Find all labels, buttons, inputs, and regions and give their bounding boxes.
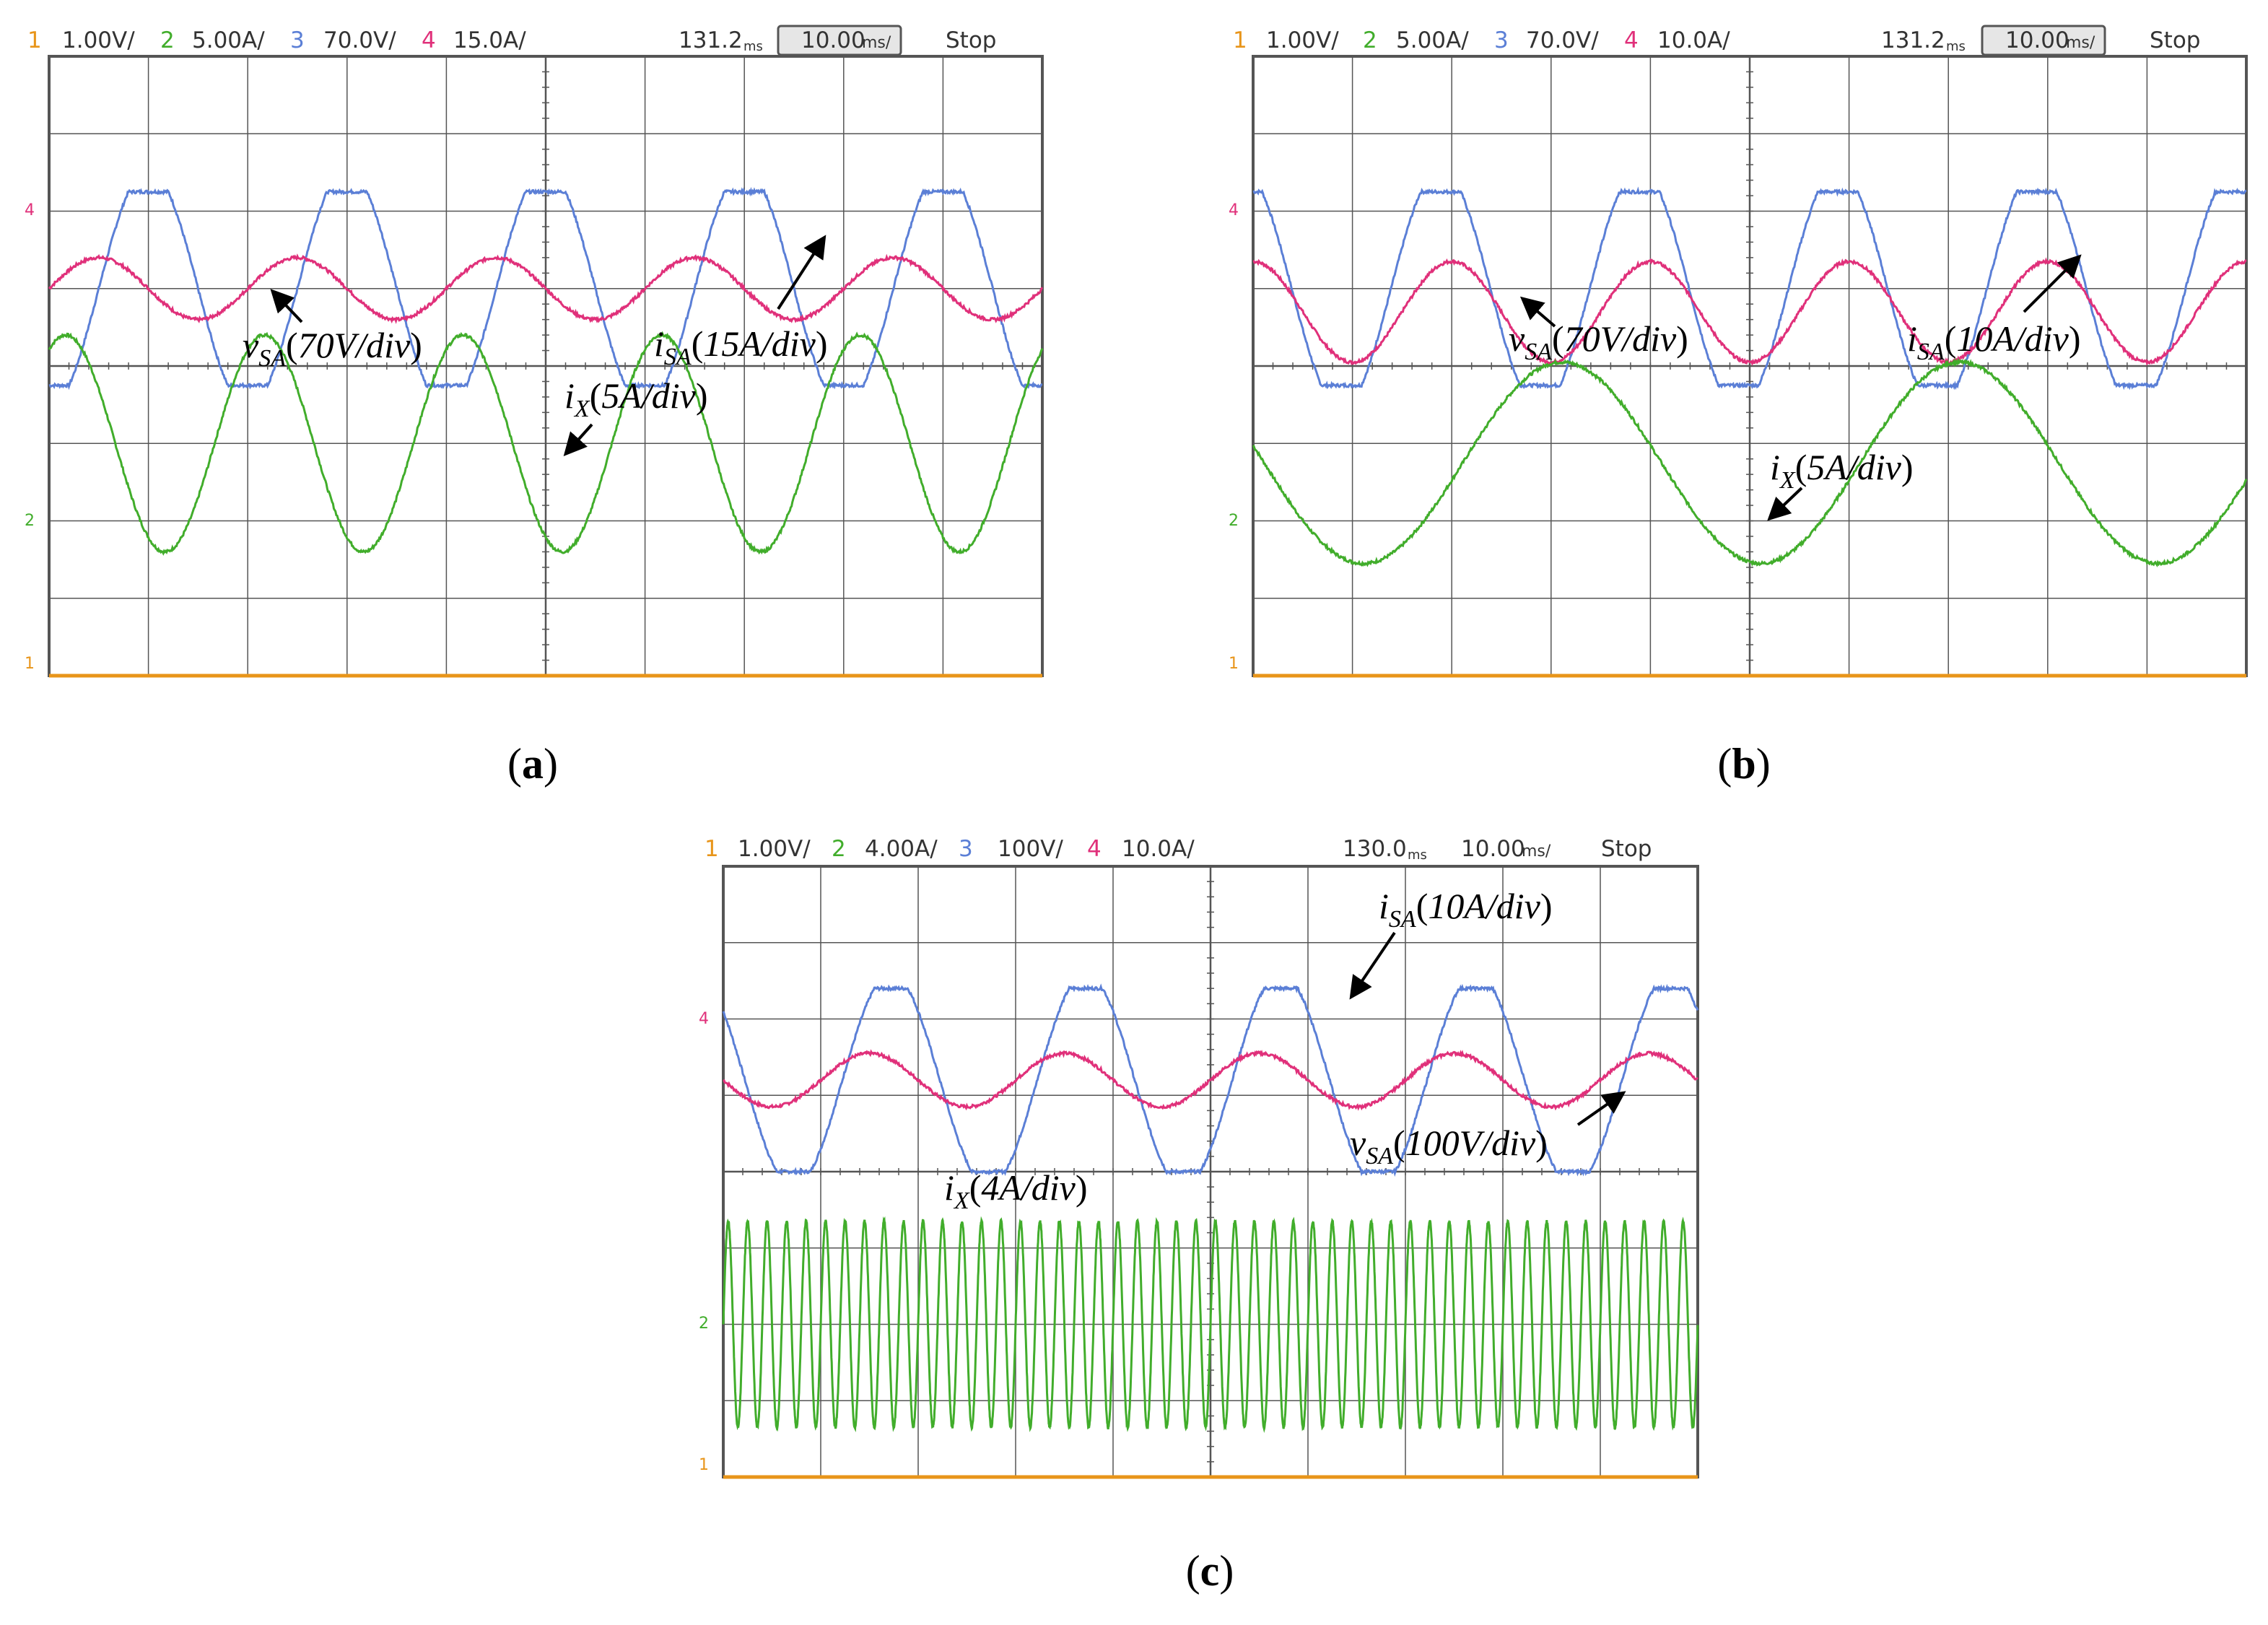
ch1-number: 1 [27, 27, 42, 53]
arrow-ix-a [563, 423, 593, 456]
ch3-scale: 70.0V/ [323, 27, 396, 53]
arrow-vsa-b [1519, 296, 1556, 328]
annotation-isa-c: iSA(10A/div) [1349, 886, 1553, 1000]
trace-isa [1252, 257, 2247, 366]
label-isa-c: iSA(10A/div) [1379, 886, 1553, 933]
annotation-ix-c: iX(4A/div) [944, 1167, 1088, 1214]
arrow-vsa-c [1576, 1091, 1626, 1126]
timebase-unit: ms/ [862, 34, 891, 52]
ch1-scale: 1.00V/ [62, 27, 135, 53]
trace-ix [722, 1216, 1699, 1434]
delay-unit: ms [1946, 39, 1966, 54]
annotation-vsa-c: vSA(100V/div) [1350, 1091, 1626, 1169]
marker-ch4-b: 4 [1229, 201, 1239, 219]
trace-isa [48, 253, 1044, 324]
run-status: Stop [946, 27, 996, 53]
marker-ch2-a: 2 [25, 512, 35, 530]
run-status: Stop [2150, 27, 2200, 53]
panel-b: 1 1.00V/ 2 5.00A/ 3 70.0V/ 4 10.0A/ 131.… [1229, 25, 2248, 788]
arrow-isa-c [1349, 931, 1396, 1000]
ch4-number: 4 [1087, 836, 1102, 862]
annotation-vsa-a: vSA(70V/div) [243, 289, 422, 372]
grid-c [723, 866, 1698, 1478]
annotation-isa-a: iSA(15A/div) [654, 235, 828, 370]
label-ix-a: iX(5A/div) [564, 375, 708, 422]
ch2-number: 2 [832, 836, 846, 862]
label-vsa-c: vSA(100V/div) [1350, 1123, 1548, 1169]
ch3-number: 3 [290, 27, 305, 53]
scope-header-b: 1 1.00V/ 2 5.00A/ 3 70.0V/ 4 10.0A/ 131.… [1233, 25, 2200, 56]
ch4-number: 4 [1624, 27, 1639, 53]
traces-a [48, 187, 1044, 678]
annotation-isa-b: iSA(10A/div) [1907, 254, 2082, 365]
caption-b: (b) [1717, 740, 1770, 788]
timebase-value: 10.00 [801, 27, 865, 53]
caption-c: (c) [1186, 1547, 1234, 1595]
ch3-number: 3 [1494, 27, 1509, 53]
timebase-value: 10.00 [1461, 836, 1525, 862]
marker-ch2-c: 2 [699, 1315, 709, 1333]
ch2-number: 2 [1363, 27, 1377, 53]
ch1-number: 1 [1233, 27, 1247, 53]
marker-ch1-b: 1 [1229, 655, 1239, 673]
label-ix-b: iX(5A/div) [1770, 447, 1914, 494]
ch2-number: 2 [160, 27, 175, 53]
ch2-scale: 5.00A/ [192, 27, 265, 53]
marker-ch1-a: 1 [25, 655, 35, 673]
arrow-isa-b [2023, 254, 2082, 313]
ch1-scale: 1.00V/ [738, 836, 811, 862]
delay-value: 130.0 [1343, 836, 1407, 862]
label-isa-a: iSA(15A/div) [654, 323, 828, 370]
ch1-scale: 1.00V/ [1266, 27, 1339, 53]
grid-a [48, 56, 1043, 676]
delay-unit: ms [1408, 848, 1427, 863]
ch2-scale: 4.00A/ [865, 836, 938, 862]
traces-b [1252, 186, 2248, 678]
scope-header-c: 1 1.00V/ 2 4.00A/ 3 100V/ 4 10.0A/ 130.0… [705, 836, 1652, 863]
annotation-ix-a: iX(5A/div) [563, 375, 708, 456]
marker-ch4-a: 4 [25, 201, 35, 219]
screen-b: 4 2 1 [1229, 55, 2248, 678]
marker-ch1-c: 1 [699, 1456, 709, 1474]
trace-ix [48, 331, 1044, 556]
ch4-number: 4 [422, 27, 436, 53]
screen-c: 4 2 1 [699, 865, 1699, 1479]
delay-value: 131.2 [1881, 27, 1945, 53]
screen-a: 4 2 1 [25, 55, 1044, 678]
ch3-scale: 70.0V/ [1526, 27, 1599, 53]
annotation-vsa-b: vSA(70V/div) [1509, 296, 1688, 365]
ch4-scale: 10.0A/ [1657, 27, 1730, 53]
panel-c: 1 1.00V/ 2 4.00A/ 3 100V/ 4 10.0A/ 130.0… [699, 836, 1699, 1595]
caption-a: (a) [507, 740, 558, 788]
ch1-number: 1 [705, 836, 719, 862]
panel-a: 1 1.00V/ 2 5.00A/ 3 70.0V/ 4 15.0A/ 131.… [25, 25, 1044, 788]
trace-isa [723, 1049, 1698, 1111]
ch3-scale: 100V/ [998, 836, 1063, 862]
arrow-isa-a [777, 235, 826, 310]
delay-unit: ms [743, 39, 763, 54]
label-vsa-a: vSA(70V/div) [243, 325, 422, 372]
timebase-value: 10.00 [2005, 27, 2069, 53]
scope-header-a: 1 1.00V/ 2 5.00A/ 3 70.0V/ 4 15.0A/ 131.… [27, 25, 996, 56]
trace-ix [1252, 357, 2248, 567]
delay-value: 131.2 [679, 27, 743, 53]
label-ix-c: iX(4A/div) [944, 1167, 1088, 1214]
marker-ch4-c: 4 [699, 1010, 709, 1028]
arrow-ix-b [1767, 487, 1803, 521]
annotation-ix-b: iX(5A/div) [1767, 447, 1914, 521]
timebase-unit: ms/ [1522, 842, 1551, 861]
arrow-vsa-a [270, 289, 303, 323]
timebase-unit: ms/ [2066, 34, 2095, 52]
ch4-scale: 10.0A/ [1122, 836, 1195, 862]
traces-c [722, 983, 1699, 1479]
ch4-scale: 15.0A/ [453, 27, 526, 53]
ch2-scale: 5.00A/ [1396, 27, 1469, 53]
label-isa-b: iSA(10A/div) [1907, 318, 2081, 365]
run-status: Stop [1601, 836, 1652, 862]
label-vsa-b: vSA(70V/div) [1509, 318, 1688, 365]
marker-ch2-b: 2 [1229, 512, 1239, 530]
trace-vsa [722, 983, 1699, 1177]
ch3-number: 3 [959, 836, 973, 862]
